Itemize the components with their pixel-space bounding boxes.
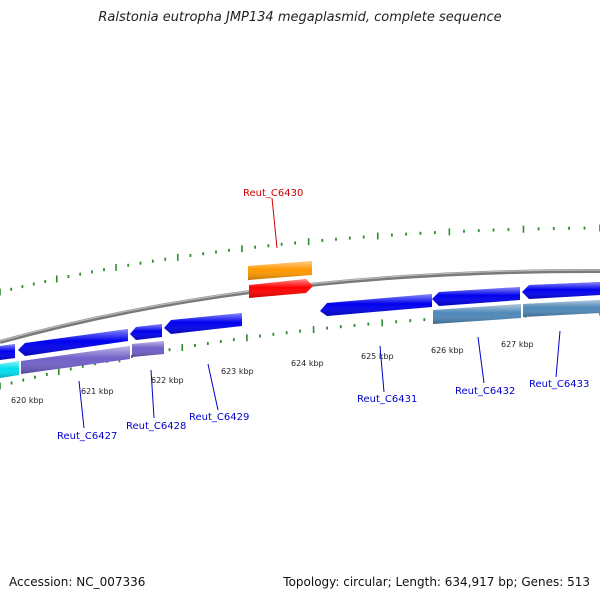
tick-label-624: 624 kbp bbox=[291, 359, 324, 368]
gene-label-reut-c6431[interactable]: Reut_C6431 bbox=[357, 394, 417, 405]
gene-arrow-reut-c6433[interactable] bbox=[522, 282, 600, 299]
gene-label-reut-c6433[interactable]: Reut_C6433 bbox=[529, 379, 589, 390]
leader-reut-c6429 bbox=[207, 363, 219, 411]
gene-label-reut-c6430[interactable]: Reut_C6430 bbox=[243, 188, 303, 199]
product-cyan[interactable] bbox=[0, 361, 19, 378]
leader-reut-c6431 bbox=[379, 345, 385, 393]
leader-reut-c6428 bbox=[150, 369, 155, 419]
gene-label-reut-c6429[interactable]: Reut_C6429 bbox=[189, 412, 249, 423]
gene-label-reut-c6428[interactable]: Reut_C6428 bbox=[126, 421, 186, 432]
tick-label-625: 625 kbp bbox=[361, 352, 394, 361]
topology-summary: Topology: circular; Length: 634,917 bp; … bbox=[283, 575, 590, 589]
gene-label-reut-c6427[interactable]: Reut_C6427 bbox=[57, 431, 117, 442]
gene-arrow-reut-c6429[interactable] bbox=[164, 313, 242, 334]
gene-arrow-reut-c6428[interactable] bbox=[130, 324, 162, 340]
label-leaders bbox=[78, 197, 561, 429]
gene-labels: Reut_C6427 Reut_C6428 Reut_C6429 Reut_C6… bbox=[57, 188, 589, 442]
product-reut-c6428[interactable] bbox=[132, 341, 164, 357]
tick-label-627: 627 kbp bbox=[501, 340, 534, 349]
gene-arrow-reut-c6431[interactable] bbox=[320, 294, 432, 316]
tick-label-626: 626 kbp bbox=[431, 346, 464, 355]
tick-label-620: 620 kbp bbox=[11, 396, 44, 405]
product-reut-c6430[interactable] bbox=[248, 261, 312, 280]
leader-reut-c6427 bbox=[78, 380, 85, 429]
gene-arrow-reut-c6427[interactable] bbox=[18, 329, 128, 356]
tick-labels: 620 kbp 621 kbp 622 kbp 623 kbp 624 kbp … bbox=[11, 340, 534, 405]
gene-features bbox=[0, 261, 600, 378]
accession-text: Accession: NC_007336 bbox=[9, 575, 146, 589]
leader-reut-c6432 bbox=[477, 336, 485, 384]
tick-label-623: 623 kbp bbox=[221, 367, 254, 376]
gene-arrow-left-edge[interactable] bbox=[0, 344, 15, 360]
tick-label-622: 622 kbp bbox=[151, 376, 184, 385]
gene-arrow-reut-c6432[interactable] bbox=[432, 287, 520, 306]
gene-label-reut-c6432[interactable]: Reut_C6432 bbox=[455, 386, 515, 397]
map-title: Ralstonia eutropha JMP134 megaplasmid, c… bbox=[98, 10, 502, 25]
product-reut-c6433[interactable] bbox=[523, 300, 600, 317]
product-reut-c6432[interactable] bbox=[433, 304, 521, 324]
tick-label-621: 621 kbp bbox=[81, 387, 114, 396]
leader-reut-c6430 bbox=[271, 197, 278, 249]
leader-reut-c6433 bbox=[555, 330, 561, 378]
outer-tick-ring bbox=[0, 224, 600, 296]
product-reut-c6427[interactable] bbox=[21, 346, 130, 374]
gene-arrow-reut-c6430[interactable] bbox=[249, 279, 313, 298]
